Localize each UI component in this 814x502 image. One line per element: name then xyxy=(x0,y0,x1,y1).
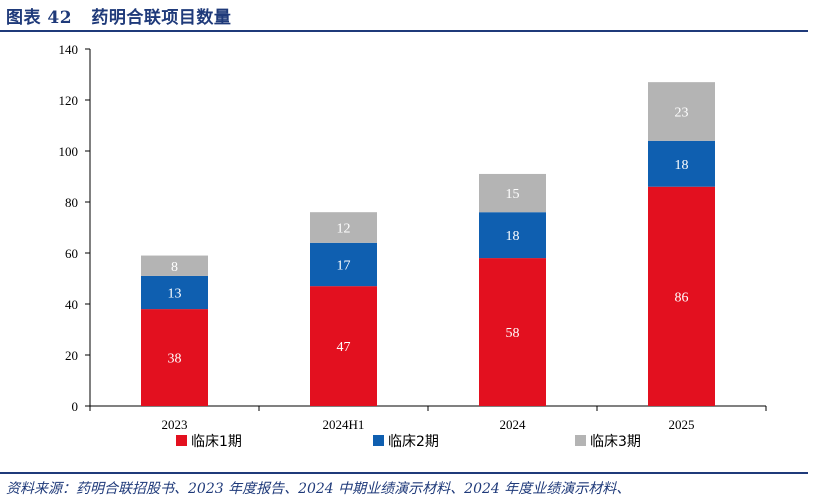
legend-label: 临床1期 xyxy=(191,434,242,450)
bar-segment-series-1 xyxy=(648,186,715,406)
data-label: 47 xyxy=(337,340,351,355)
x-tick-label: 2023 xyxy=(162,417,188,432)
x-tick-label: 2024H1 xyxy=(323,417,365,432)
bar-segment-series-1 xyxy=(141,309,208,406)
data-label: 38 xyxy=(168,352,182,367)
data-label: 18 xyxy=(675,158,689,173)
data-label: 23 xyxy=(675,105,689,120)
bar-segment-series-1 xyxy=(310,286,377,406)
bar-segment-series-2 xyxy=(479,212,546,259)
y-tick-label: 140 xyxy=(59,42,79,57)
bar-segment-series-2 xyxy=(310,242,377,287)
figure-header: 图表 42 药明合联项目数量 xyxy=(0,0,814,34)
data-label: 18 xyxy=(506,229,520,244)
data-label: 15 xyxy=(506,187,520,202)
x-tick-label: 2025 xyxy=(669,417,695,432)
data-label: 8 xyxy=(171,260,178,275)
data-label: 17 xyxy=(337,258,351,273)
legend-swatch-series-3 xyxy=(575,435,586,446)
x-tick-label: 2024 xyxy=(500,417,527,432)
data-label: 13 xyxy=(168,287,182,302)
source-rule xyxy=(0,472,808,474)
y-tick-label: 20 xyxy=(65,348,78,363)
bar-segment-series-3 xyxy=(479,173,546,213)
title-rule xyxy=(0,30,808,32)
y-tick-label: 40 xyxy=(65,297,78,312)
y-tick-label: 120 xyxy=(59,93,79,108)
y-tick-label: 80 xyxy=(65,195,78,210)
figure-title: 图表 42 药明合联项目数量 xyxy=(6,3,231,28)
bar-segment-series-3 xyxy=(141,255,208,276)
legend-swatch-series-1 xyxy=(176,435,187,446)
bar-segment-series-2 xyxy=(648,140,715,187)
stacked-bar-chart: 0 20 40 60 80 100 120 140 38 13 8 2023 47 17 12 2024H1 5… xyxy=(59,42,767,450)
bar-segment-series-1 xyxy=(479,258,546,406)
y-tick-label: 0 xyxy=(72,399,79,414)
data-label: 86 xyxy=(675,290,689,305)
figure-title-text: 药明合联项目数量 xyxy=(91,8,232,28)
legend-swatch-series-2 xyxy=(373,435,384,446)
y-tick-label: 100 xyxy=(59,144,79,159)
source-note: 资料来源：药明合联招股书、2023 年度报告、2024 中期业绩演示材料、202… xyxy=(6,481,631,497)
y-tick-label: 60 xyxy=(65,246,78,261)
data-label: 12 xyxy=(337,222,351,237)
bar-segment-series-3 xyxy=(648,82,715,141)
figure-label: 图表 42 xyxy=(6,8,73,28)
legend-label: 临床2期 xyxy=(388,434,439,450)
data-label: 58 xyxy=(506,326,520,341)
legend-label: 临床3期 xyxy=(590,434,641,450)
bar-segment-series-2 xyxy=(141,275,208,310)
bar-segment-series-3 xyxy=(310,212,377,243)
